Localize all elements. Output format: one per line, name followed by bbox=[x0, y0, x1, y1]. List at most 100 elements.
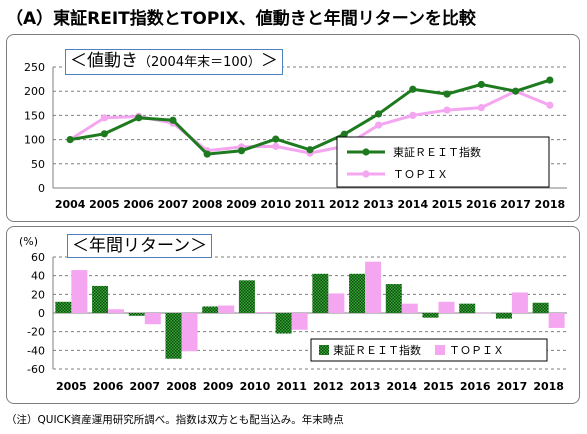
legend-box bbox=[310, 338, 548, 362]
topix-data-point bbox=[443, 106, 451, 114]
x-tick-label: 2007 bbox=[129, 380, 160, 393]
return-chart-title: ＜年間リターン＞ bbox=[67, 234, 213, 258]
topix-bar bbox=[291, 313, 308, 330]
x-tick-label: 2013 bbox=[350, 380, 381, 393]
reit-data-point bbox=[306, 146, 314, 154]
x-tick-label: 2007 bbox=[158, 198, 189, 211]
y-tick-label: 0 bbox=[38, 182, 45, 195]
topix-bar bbox=[365, 261, 382, 313]
legend: 東証ＲＥＩＴ指数 ＴＯＰＩＸ bbox=[310, 338, 548, 362]
legend-topix-marker bbox=[362, 170, 370, 178]
topix-bar bbox=[438, 301, 455, 313]
y-tick-label: 150 bbox=[24, 109, 45, 122]
topix-data-point bbox=[100, 114, 108, 122]
x-tick-label: 2009 bbox=[226, 198, 257, 211]
y-tick-label: 20 bbox=[31, 288, 45, 301]
footnote: （注）QUICK資産運用研究所調べ。指数は双方とも配当込み。年末時点 bbox=[6, 414, 344, 426]
price-chart-panel: 0 50 100 150 200 250 2004 2005 2006 2007 2008 2009 2… bbox=[6, 34, 580, 222]
x-tick-label: 2017 bbox=[500, 198, 531, 211]
topix-data-point bbox=[374, 121, 383, 129]
reit-data-point bbox=[272, 135, 280, 143]
y-tick-label: 0 bbox=[38, 307, 45, 320]
legend-reit-label: 東証ＲＥＩＴ指数 bbox=[333, 343, 421, 357]
topix-data-point bbox=[477, 104, 485, 112]
y-tick-label: -60 bbox=[27, 363, 45, 376]
reit-data-point bbox=[100, 130, 108, 138]
x-tick-label: 2017 bbox=[497, 380, 528, 393]
reit-data-point bbox=[512, 87, 520, 95]
reit-bar bbox=[92, 285, 109, 313]
x-tick-label: 2015 bbox=[423, 380, 454, 393]
reit-data-point bbox=[546, 76, 554, 84]
reit-bar bbox=[312, 273, 329, 313]
legend: 東証ＲＥＩＴ指数 ＴＯＰＩＸ bbox=[336, 136, 550, 188]
reit-data-point bbox=[237, 147, 246, 155]
x-tick-label: 2008 bbox=[166, 380, 197, 393]
reit-bar bbox=[532, 302, 549, 313]
topix-bar bbox=[108, 309, 125, 313]
main-title: （A）東証REIT指数とTOPIX、値動きと年間リターンを比較 bbox=[6, 9, 476, 29]
reit-bar bbox=[459, 303, 476, 313]
legend-topix-label: ＴＯＰＩＸ bbox=[449, 344, 504, 357]
y-tick-label: 200 bbox=[24, 85, 45, 98]
y-tick-label: -40 bbox=[27, 344, 45, 357]
reit-bar bbox=[495, 313, 512, 319]
topix-bar bbox=[328, 293, 345, 313]
y-tick-label: 100 bbox=[24, 134, 45, 147]
y-tick-label: 60 bbox=[31, 251, 45, 264]
reit-data-point bbox=[169, 116, 177, 124]
reit-bar bbox=[55, 301, 72, 313]
price-chart-title: ＜値動き（2004年末＝100）＞ bbox=[65, 49, 283, 75]
x-tick-label: 2016 bbox=[466, 198, 497, 211]
reit-bar bbox=[238, 280, 255, 313]
reit-data-point bbox=[203, 150, 211, 158]
reit-data-point bbox=[477, 80, 485, 89]
x-tick-label: 2005 bbox=[89, 198, 120, 211]
x-tick-label: 2014 bbox=[386, 380, 417, 393]
x-tick-label: 2010 bbox=[260, 198, 291, 211]
reit-data-point bbox=[443, 90, 451, 98]
legend-reit-label: 東証ＲＥＩＴ指数 bbox=[393, 145, 481, 159]
reit-data-point bbox=[135, 114, 143, 122]
x-tick-label: 2008 bbox=[192, 198, 223, 211]
x-tick-label: 2004 bbox=[55, 198, 86, 211]
return-chart-panel: (%) -60 -40 -20 0 20 40 60 2005 2006 2007 2008 2009 2… bbox=[6, 226, 580, 404]
reit-bar bbox=[202, 306, 219, 313]
reit-bar bbox=[128, 313, 145, 316]
topix-bar bbox=[181, 313, 198, 352]
price-chart-title-text: ＜値動き bbox=[70, 51, 138, 71]
x-tick-label: 2006 bbox=[93, 380, 124, 393]
x-tick-label: 2009 bbox=[203, 380, 234, 393]
x-tick-label: 2010 bbox=[240, 380, 271, 393]
reit-bar bbox=[275, 313, 292, 334]
reit-bar bbox=[165, 313, 182, 359]
x-tick-label: 2015 bbox=[432, 198, 463, 211]
x-tick-label: 2016 bbox=[460, 380, 491, 393]
legend-box bbox=[336, 136, 550, 188]
topix-bar bbox=[401, 303, 418, 313]
x-tick-label: 2011 bbox=[295, 198, 326, 211]
x-tick-label: 2012 bbox=[329, 198, 360, 211]
legend-topix-label: ＴＯＰＩＸ bbox=[393, 168, 448, 181]
x-tick-label: 2011 bbox=[276, 380, 307, 393]
y-tick-label: -20 bbox=[27, 326, 45, 339]
topix-bar bbox=[218, 305, 235, 313]
price-chart-subtitle: （2004年末＝100） bbox=[138, 55, 261, 70]
topix-bar bbox=[254, 312, 271, 313]
reit-bar bbox=[422, 313, 439, 318]
return-bar-chart: (%) -60 -40 -20 0 20 40 60 2005 2006 2007 2008 2009 2… bbox=[19, 235, 567, 393]
topix-bar bbox=[144, 313, 161, 325]
y-axis-label: (%) bbox=[19, 235, 38, 248]
reit-bar bbox=[385, 284, 402, 313]
x-tick-label: 2018 bbox=[535, 198, 566, 211]
legend-reit-swatch bbox=[319, 345, 329, 355]
y-tick-label: 250 bbox=[24, 61, 45, 74]
reit-data-point bbox=[374, 110, 383, 118]
topix-bar bbox=[71, 270, 88, 313]
legend-topix-swatch bbox=[435, 345, 445, 355]
reit-data-point bbox=[409, 85, 417, 93]
x-tick-label: 2018 bbox=[533, 380, 564, 393]
reit-bar bbox=[349, 273, 366, 313]
legend-reit-marker bbox=[362, 148, 370, 156]
